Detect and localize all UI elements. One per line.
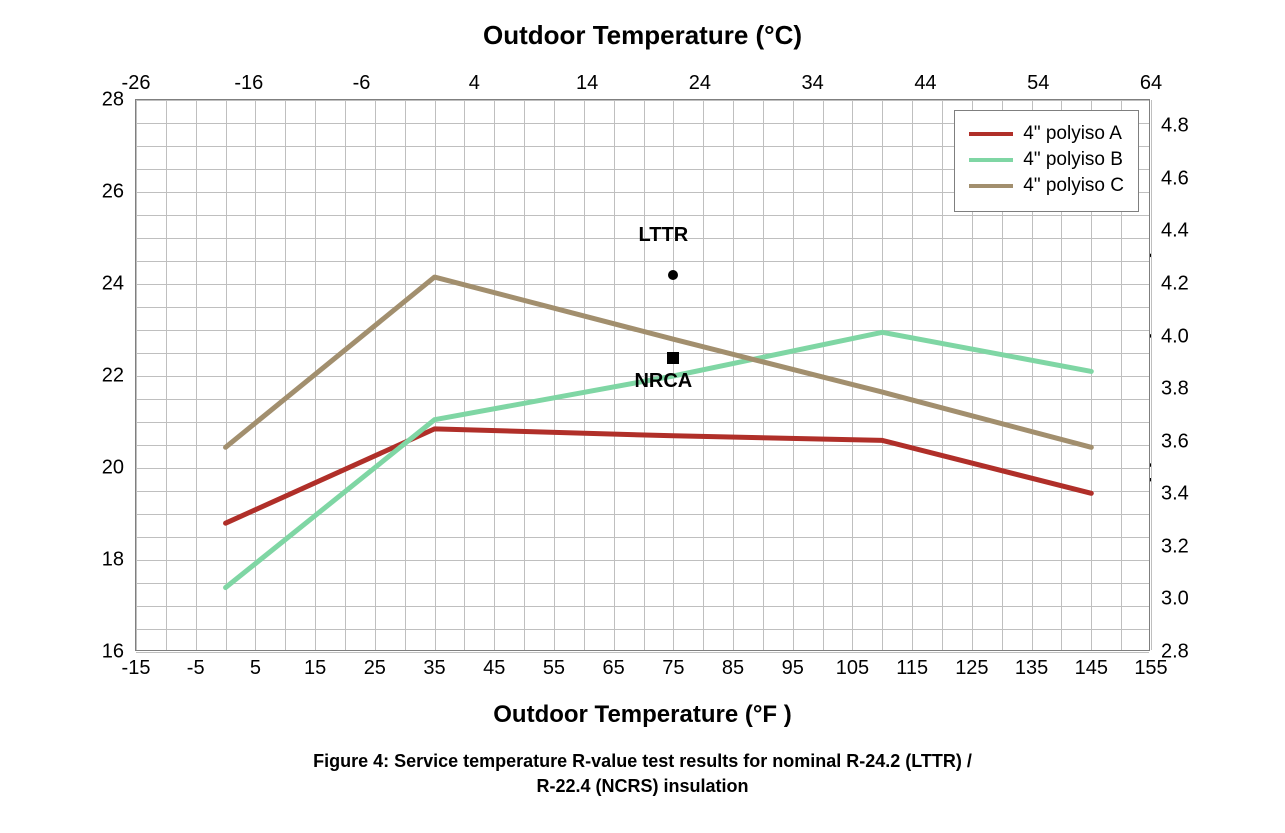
x-top-tick-label: 4 bbox=[469, 72, 480, 95]
x-top-tick-label: 24 bbox=[689, 72, 711, 95]
y-left-tick-label: 28 bbox=[102, 89, 124, 112]
chart-container: Outdoor Temperature (°C) Apparent R-valu… bbox=[20, 20, 1265, 799]
x-top-tick-label: 54 bbox=[1027, 72, 1049, 95]
x-bottom-tick-label: 65 bbox=[603, 657, 625, 680]
bottom-axis-title: Outdoor Temperature (°F ) bbox=[20, 701, 1265, 729]
y-left-tick-label: 16 bbox=[102, 641, 124, 664]
y-right-tick-label: 3.2 bbox=[1161, 535, 1189, 558]
x-bottom-tick-label: 45 bbox=[483, 657, 505, 680]
y-left-tick-label: 20 bbox=[102, 457, 124, 480]
x-bottom-tick-label: -5 bbox=[187, 657, 205, 680]
grid-line-horizontal bbox=[136, 652, 1149, 653]
x-top-tick-label: -16 bbox=[234, 72, 263, 95]
y-left-tick-label: 18 bbox=[102, 549, 124, 572]
y-right-tick-label: 3.8 bbox=[1161, 378, 1189, 401]
y-right-tick-label: 4.2 bbox=[1161, 273, 1189, 296]
x-bottom-tick-label: 145 bbox=[1075, 657, 1108, 680]
top-axis-title: Outdoor Temperature (°C) bbox=[20, 20, 1265, 51]
legend-swatch bbox=[969, 132, 1013, 136]
x-bottom-tick-label: 75 bbox=[662, 657, 684, 680]
x-bottom-tick-label: 55 bbox=[543, 657, 565, 680]
caption-line-2: R-22.4 (NCRS) insulation bbox=[536, 776, 748, 796]
x-top-tick-label: 44 bbox=[914, 72, 936, 95]
legend-swatch bbox=[969, 158, 1013, 162]
x-top-tick-label: -26 bbox=[122, 72, 151, 95]
y-right-tick-label: 4.4 bbox=[1161, 220, 1189, 243]
y-right-tick-label: 3.4 bbox=[1161, 483, 1189, 506]
caption-line-1: Figure 4: Service temperature R-value te… bbox=[313, 751, 972, 771]
x-bottom-tick-label: 35 bbox=[423, 657, 445, 680]
x-top-tick-label: 34 bbox=[802, 72, 824, 95]
y-left-tick-label: 24 bbox=[102, 273, 124, 296]
y-right-tick-label: 4.8 bbox=[1161, 115, 1189, 138]
grid-line-vertical bbox=[1151, 100, 1152, 650]
x-bottom-tick-label: 5 bbox=[250, 657, 261, 680]
series-line bbox=[226, 429, 1092, 523]
legend: 4" polyiso A 4" polyiso B 4" polyiso C bbox=[954, 110, 1139, 212]
x-bottom-tick-label: 95 bbox=[782, 657, 804, 680]
x-bottom-tick-label: 115 bbox=[896, 657, 928, 680]
y-right-tick-label: 3.0 bbox=[1161, 588, 1189, 611]
x-top-tick-label: -6 bbox=[353, 72, 371, 95]
series-line bbox=[226, 277, 1092, 447]
legend-item: 4" polyiso B bbox=[969, 149, 1124, 171]
x-bottom-tick-label: 125 bbox=[955, 657, 988, 680]
legend-label: 4" polyiso C bbox=[1023, 175, 1124, 197]
marker-lttr bbox=[668, 270, 678, 280]
y-right-tick-label: 3.6 bbox=[1161, 430, 1189, 453]
legend-item: 4" polyiso A bbox=[969, 123, 1124, 145]
y-right-tick-label: 4.0 bbox=[1161, 325, 1189, 348]
y-left-tick-label: 22 bbox=[102, 365, 124, 388]
y-right-tick-label: 4.6 bbox=[1161, 167, 1189, 190]
legend-item: 4" polyiso C bbox=[969, 175, 1124, 197]
x-bottom-tick-label: 15 bbox=[304, 657, 326, 680]
annotation-label: LTTR bbox=[639, 224, 689, 247]
plot-area: -15-551525354555657585951051151251351451… bbox=[135, 99, 1150, 651]
y-left-tick-label: 26 bbox=[102, 181, 124, 204]
marker-nrca bbox=[667, 352, 679, 364]
y-right-tick-label: 2.8 bbox=[1161, 641, 1189, 664]
legend-label: 4" polyiso A bbox=[1023, 123, 1122, 145]
x-bottom-tick-label: 25 bbox=[364, 657, 386, 680]
legend-label: 4" polyiso B bbox=[1023, 149, 1123, 171]
x-bottom-tick-label: 105 bbox=[836, 657, 869, 680]
x-bottom-tick-label: -15 bbox=[122, 657, 151, 680]
x-bottom-tick-label: 135 bbox=[1015, 657, 1048, 680]
legend-swatch bbox=[969, 184, 1013, 188]
x-top-tick-label: 14 bbox=[576, 72, 598, 95]
x-bottom-tick-label: 85 bbox=[722, 657, 744, 680]
plot-outer: Apparent R-value (hr°Fft²/BTU) Apparent … bbox=[20, 55, 1265, 695]
figure-caption: Figure 4: Service temperature R-value te… bbox=[20, 749, 1265, 799]
annotation-label: NRCA bbox=[634, 370, 692, 393]
x-top-tick-label: 64 bbox=[1140, 72, 1162, 95]
